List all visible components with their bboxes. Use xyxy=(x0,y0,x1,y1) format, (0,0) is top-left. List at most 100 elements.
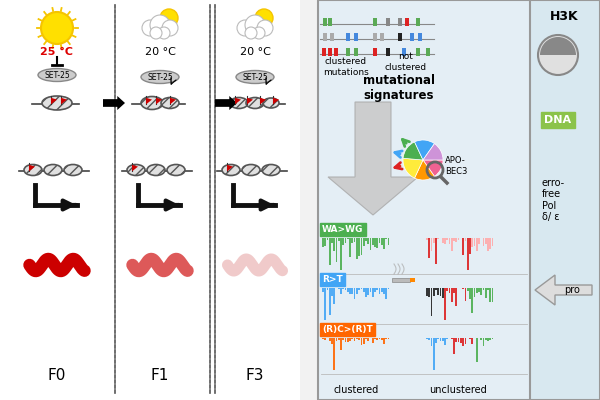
Bar xyxy=(0,0,300,400)
Bar xyxy=(478,288,480,292)
Bar xyxy=(487,338,489,341)
Bar xyxy=(380,33,384,41)
Bar xyxy=(367,338,369,341)
Bar xyxy=(331,338,333,344)
Bar xyxy=(318,0,532,400)
Bar xyxy=(322,48,326,56)
Polygon shape xyxy=(328,102,418,215)
Polygon shape xyxy=(215,96,237,110)
Bar xyxy=(492,238,493,246)
Bar xyxy=(467,238,469,270)
Bar xyxy=(462,338,464,346)
Ellipse shape xyxy=(263,98,279,108)
Bar xyxy=(481,338,482,340)
Bar xyxy=(329,338,331,341)
Bar xyxy=(338,338,340,340)
Bar xyxy=(476,338,478,362)
Bar xyxy=(358,338,360,340)
Bar xyxy=(487,288,489,290)
Bar xyxy=(340,338,342,350)
Bar xyxy=(344,238,346,244)
Bar xyxy=(442,338,443,341)
Bar xyxy=(392,278,410,282)
Bar xyxy=(346,33,350,41)
Bar xyxy=(331,288,333,296)
Ellipse shape xyxy=(230,98,248,108)
Polygon shape xyxy=(273,98,279,104)
Bar xyxy=(464,338,466,344)
Polygon shape xyxy=(51,98,57,104)
Bar xyxy=(367,288,369,295)
Bar xyxy=(373,18,377,26)
Bar xyxy=(328,18,332,26)
Bar xyxy=(376,338,378,340)
Ellipse shape xyxy=(127,164,145,176)
Polygon shape xyxy=(103,96,125,110)
Bar xyxy=(481,288,482,295)
Bar xyxy=(386,48,390,56)
Bar xyxy=(385,338,387,339)
Bar xyxy=(433,288,434,296)
Bar xyxy=(449,238,451,244)
Bar xyxy=(356,338,358,339)
Bar xyxy=(374,238,376,248)
Bar xyxy=(352,238,353,243)
Bar xyxy=(473,238,475,246)
Bar xyxy=(431,238,432,251)
Bar xyxy=(365,288,367,296)
Bar xyxy=(453,238,455,241)
Bar xyxy=(379,288,380,294)
Bar xyxy=(451,288,452,302)
Bar xyxy=(442,238,443,243)
Circle shape xyxy=(237,20,253,36)
Ellipse shape xyxy=(242,164,260,176)
Bar xyxy=(482,238,484,246)
Bar xyxy=(442,288,443,298)
Bar xyxy=(398,18,402,26)
Bar xyxy=(349,288,351,294)
Bar xyxy=(361,238,362,256)
Bar xyxy=(492,288,493,302)
Text: DNA: DNA xyxy=(544,115,572,125)
Text: SET-25: SET-25 xyxy=(242,72,268,82)
Bar xyxy=(478,238,480,244)
Bar xyxy=(334,288,335,304)
Ellipse shape xyxy=(42,96,72,110)
Text: F0: F0 xyxy=(48,368,66,382)
Bar xyxy=(352,338,353,339)
Bar xyxy=(322,338,324,339)
Bar xyxy=(322,288,324,292)
Bar xyxy=(444,288,446,320)
Bar xyxy=(363,288,365,292)
Bar xyxy=(472,238,473,248)
Ellipse shape xyxy=(141,96,163,110)
Bar xyxy=(346,48,350,56)
Bar xyxy=(383,338,385,344)
Bar xyxy=(388,238,389,245)
Bar xyxy=(476,288,478,293)
Polygon shape xyxy=(29,165,35,171)
Bar xyxy=(323,18,327,26)
Ellipse shape xyxy=(262,164,280,176)
Bar xyxy=(340,238,342,270)
Bar xyxy=(437,338,439,339)
Text: 25 °C: 25 °C xyxy=(41,47,74,57)
Bar xyxy=(444,238,446,244)
Bar xyxy=(324,288,326,320)
Bar xyxy=(334,48,338,56)
Bar xyxy=(331,238,333,243)
Bar xyxy=(437,288,439,295)
Bar xyxy=(446,238,448,240)
Bar xyxy=(372,338,374,343)
Ellipse shape xyxy=(167,164,185,176)
Bar xyxy=(469,238,471,254)
Circle shape xyxy=(257,20,273,36)
Ellipse shape xyxy=(38,68,76,82)
Bar xyxy=(440,338,442,341)
Bar xyxy=(365,338,367,339)
Bar xyxy=(363,338,365,344)
Text: pro: pro xyxy=(564,285,580,295)
Bar xyxy=(379,238,380,243)
Bar xyxy=(476,238,478,251)
Bar xyxy=(354,48,358,56)
